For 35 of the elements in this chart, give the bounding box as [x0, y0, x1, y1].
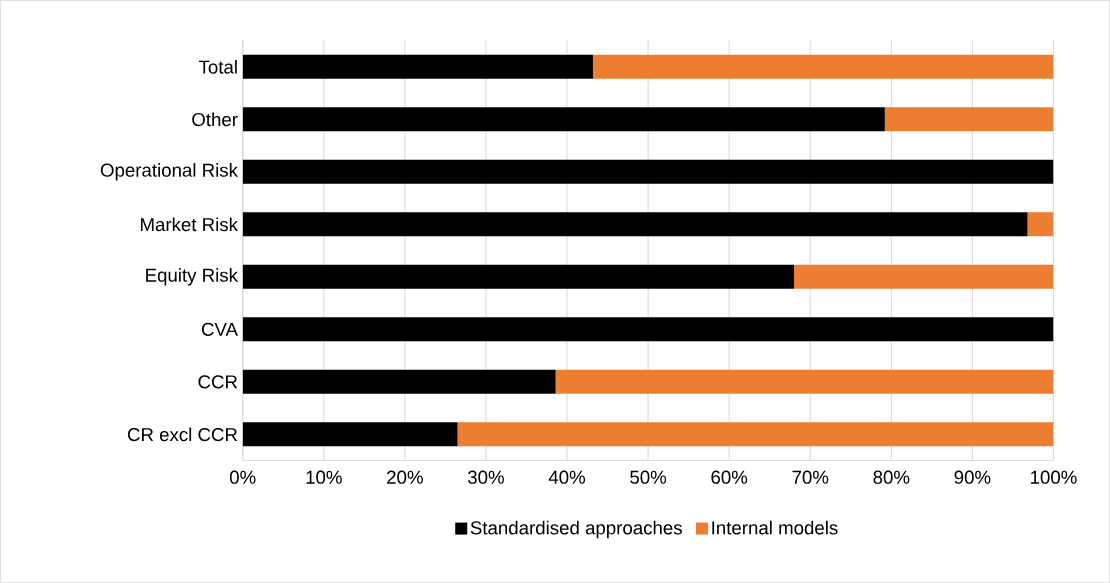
bar	[1027, 212, 1054, 237]
bar	[555, 369, 1054, 394]
bar	[457, 422, 1054, 447]
y-tick-label: Market Risk	[140, 217, 238, 232]
x-tick-label: 50%	[630, 470, 667, 484]
y-tick-label: CCR	[198, 375, 238, 389]
bar	[242, 159, 1054, 184]
legend-label: Internal models	[712, 520, 838, 535]
y-tick-label: Total	[198, 59, 237, 74]
x-tick-label: 90%	[954, 470, 991, 484]
x-tick-label: 100%	[1031, 470, 1077, 484]
y-tick-label: Other	[192, 112, 238, 127]
bar	[242, 212, 1028, 237]
y-tick-label: Equity Risk	[146, 268, 238, 286]
x-tick-label: 80%	[873, 470, 910, 484]
bar	[242, 369, 556, 394]
y-tick-label: CR excl CCR	[127, 427, 238, 442]
x-tick-label: 70%	[792, 470, 829, 484]
x-tick-label: 40%	[548, 470, 586, 484]
legend-label: Standardised approaches	[470, 520, 682, 539]
x-tick-label: 0%	[229, 470, 256, 484]
bar	[242, 54, 593, 79]
bar	[884, 107, 1054, 132]
y-tick-label: Operational Risk	[100, 162, 238, 181]
bar	[242, 264, 795, 289]
bar	[592, 54, 1054, 79]
x-tick-label: 20%	[387, 470, 423, 484]
x-tick-label: 60%	[711, 470, 748, 484]
bar	[242, 422, 458, 447]
y-tick-label: CVA	[201, 322, 238, 336]
x-tick-label: 30%	[467, 470, 504, 484]
x-tick-label: 10%	[306, 470, 342, 484]
bar	[242, 107, 885, 132]
bar	[794, 264, 1054, 289]
bar	[242, 317, 1054, 342]
